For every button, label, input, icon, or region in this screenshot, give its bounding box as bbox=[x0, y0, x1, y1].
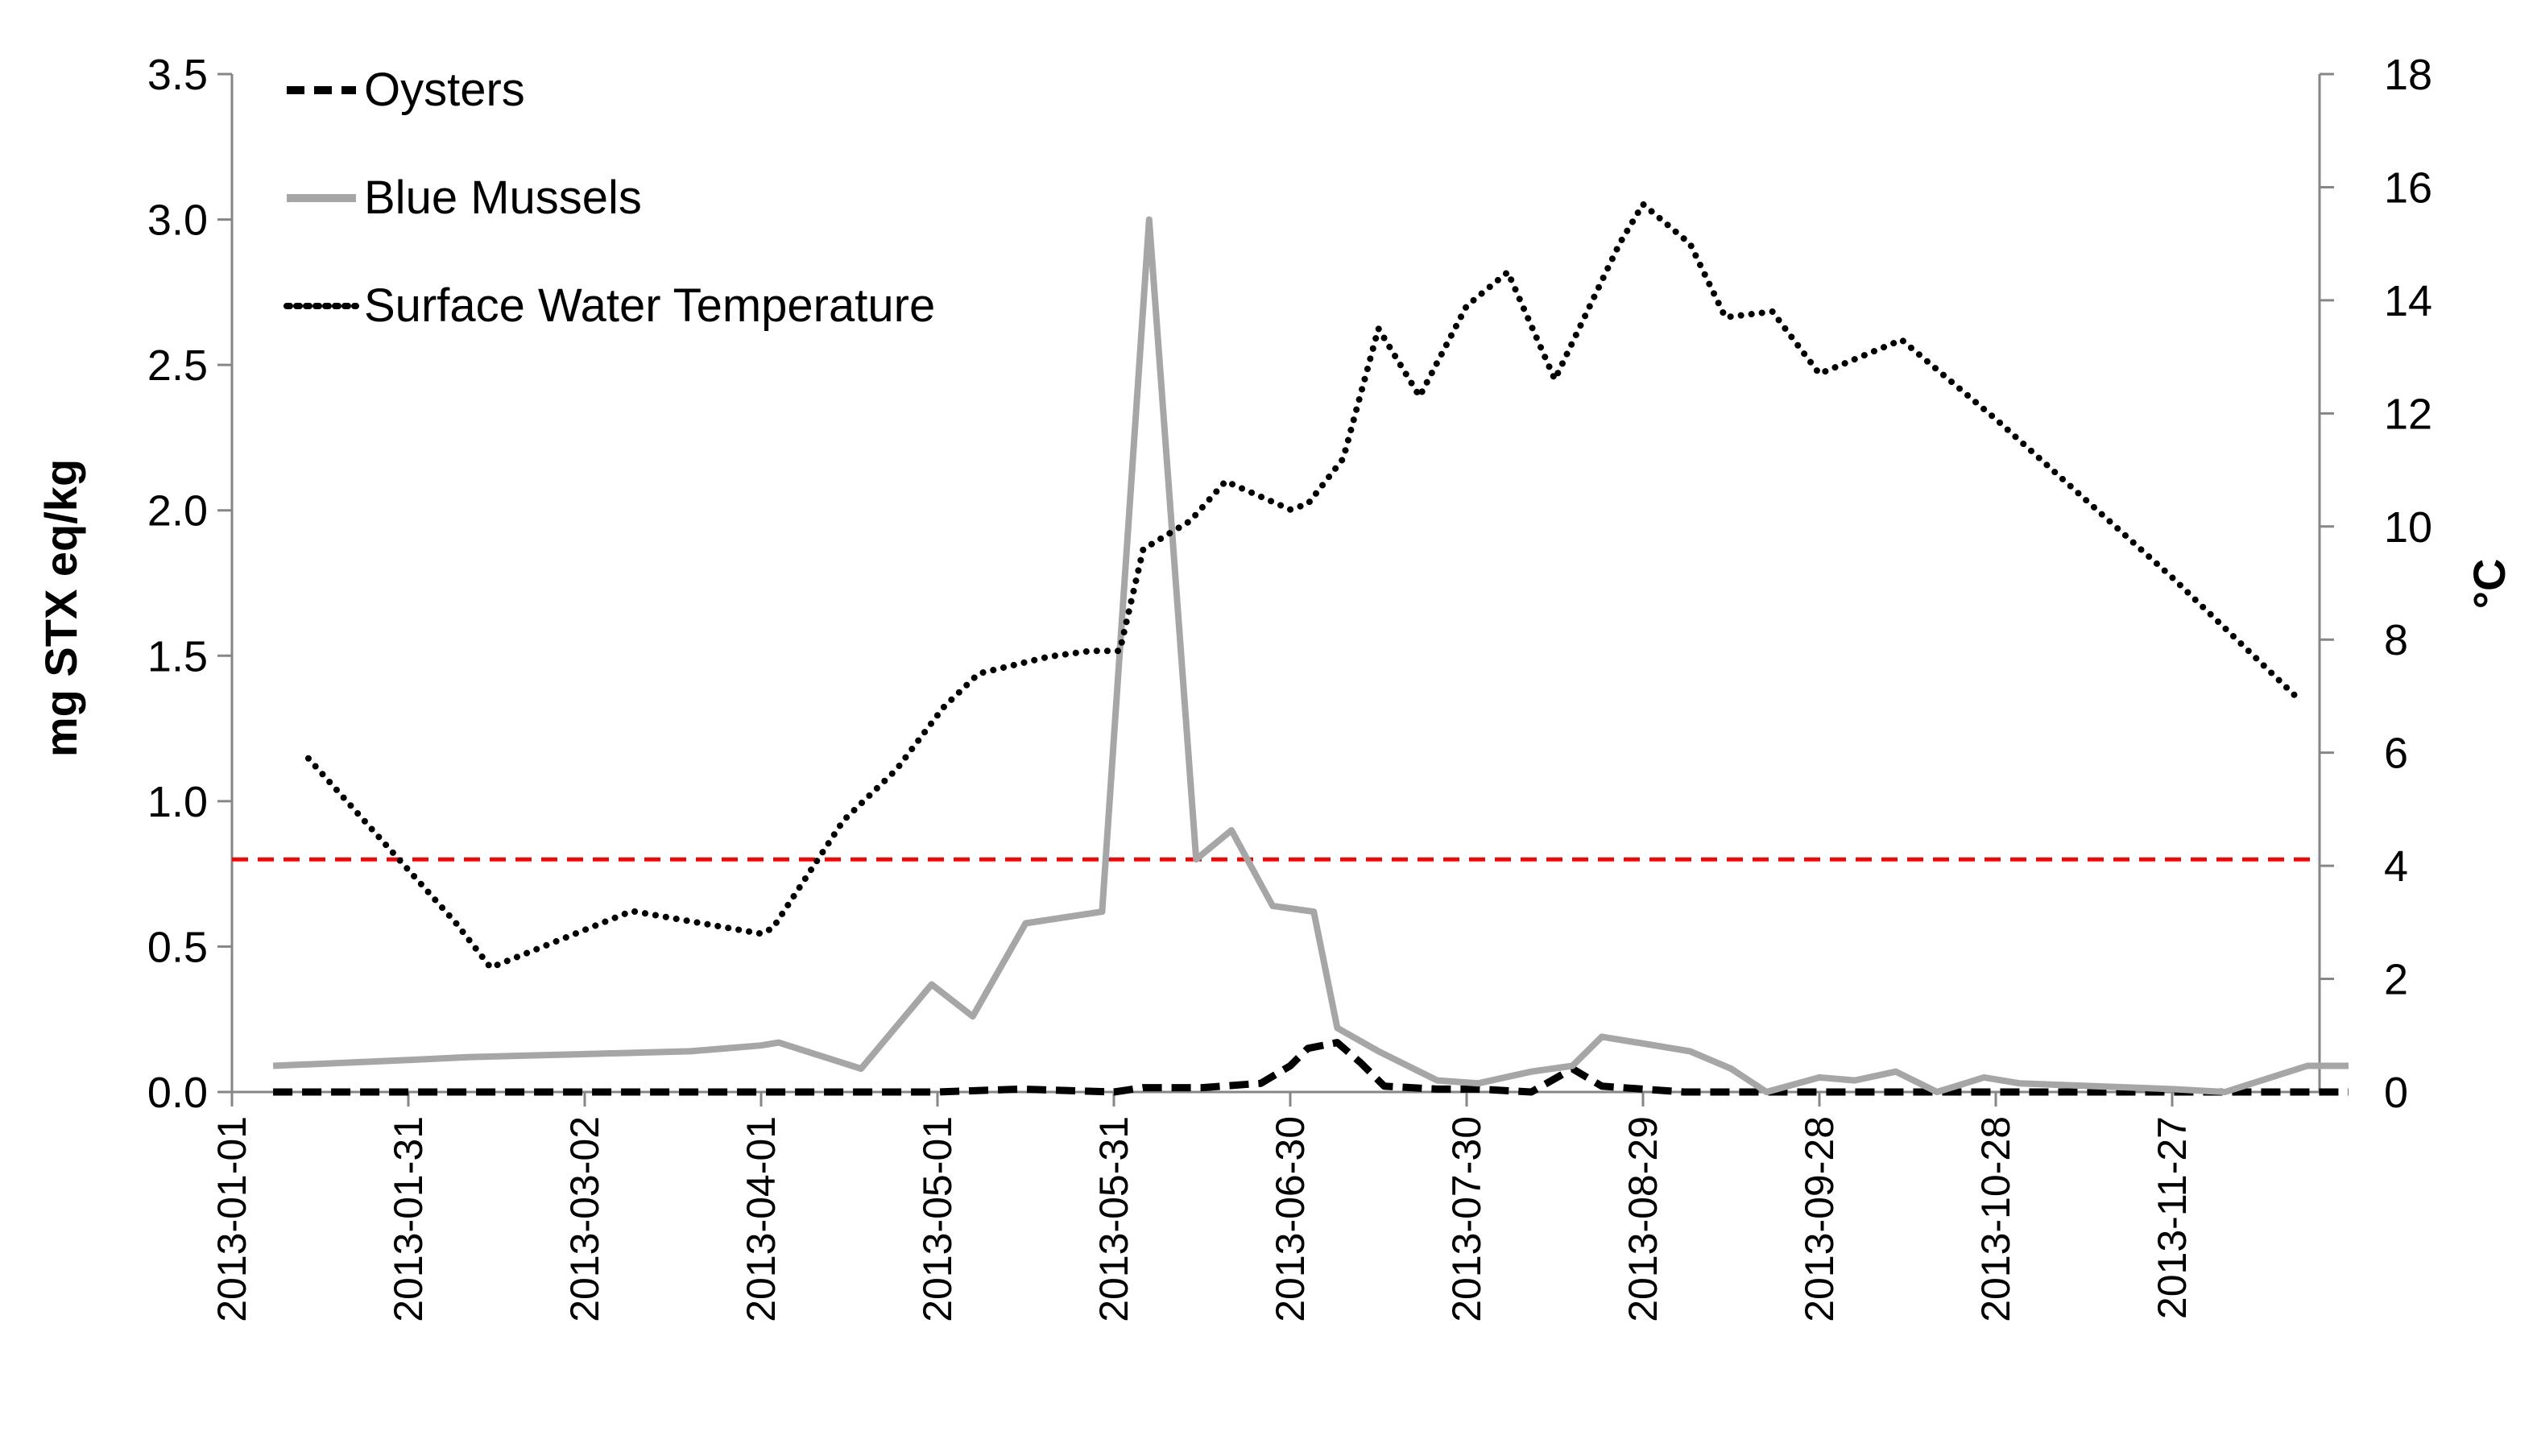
series-line-surface-water-temperature bbox=[304, 201, 2305, 971]
x-tick-label: 2013-08-29 bbox=[1620, 1116, 1666, 1322]
x-tick-label: 2013-05-31 bbox=[1091, 1116, 1136, 1322]
legend: Oysters Blue Mussels Surface Water Tempe… bbox=[283, 64, 935, 332]
y-left-tick-label: 3.5 bbox=[147, 51, 208, 99]
series-line-oysters bbox=[273, 1039, 2349, 1096]
series-line-blue-mussels bbox=[272, 216, 2349, 1095]
y-left-tick-label: 3.0 bbox=[147, 196, 208, 245]
legend-label-blue-mussels: Blue Mussels bbox=[364, 172, 642, 224]
x-tick-label: 2013-11-27 bbox=[2150, 1116, 2195, 1319]
y-left-tick-label: 2.0 bbox=[147, 487, 208, 536]
y-left-tick-label: 0.5 bbox=[147, 923, 208, 971]
x-tick-label: 2013-01-31 bbox=[386, 1116, 431, 1322]
y-left-tick-label: 1.5 bbox=[147, 632, 208, 680]
y-left-tick-label: 1.0 bbox=[147, 778, 208, 826]
y-right-tick-label: 6 bbox=[2384, 730, 2408, 778]
x-tick-label: 2013-09-28 bbox=[1797, 1116, 1842, 1322]
y-right-tick-label: 2 bbox=[2384, 956, 2408, 1004]
y-right-tick-label: 4 bbox=[2384, 842, 2408, 891]
series-lines bbox=[232, 201, 2349, 1096]
x-tick-label: 2013-07-30 bbox=[1444, 1116, 1489, 1322]
x-tick-label: 2013-04-01 bbox=[739, 1116, 784, 1322]
y-right-tick-label: 16 bbox=[2384, 163, 2432, 212]
legend-item-surface-water-temperature: Surface Water Temperature bbox=[283, 279, 935, 332]
x-tick-label: 2013-06-30 bbox=[1268, 1116, 1313, 1322]
y-axis-left-title: mg STX eq/kg bbox=[35, 459, 86, 757]
x-tick-label: 2013-10-28 bbox=[1973, 1116, 2018, 1322]
y-left-tick-label: 2.5 bbox=[147, 341, 208, 390]
y-right-tick-label: 8 bbox=[2384, 616, 2408, 664]
y-axis-right-title: °C bbox=[2464, 559, 2514, 610]
y-right-tick-label: 12 bbox=[2384, 390, 2432, 438]
y-left-tick-label: 0.0 bbox=[147, 1069, 208, 1117]
y-right-tick-label: 10 bbox=[2384, 503, 2432, 552]
legend-label-temperature: Surface Water Temperature bbox=[364, 279, 935, 332]
legend-item-oysters: Oysters bbox=[287, 64, 525, 116]
legend-label-oysters: Oysters bbox=[364, 64, 525, 116]
x-tick-label: 2013-05-01 bbox=[915, 1116, 960, 1322]
y-right-tick-label: 0 bbox=[2384, 1069, 2408, 1117]
y-right-tick-label: 14 bbox=[2384, 277, 2432, 325]
y-right-tick-label: 18 bbox=[2384, 51, 2432, 99]
legend-item-blue-mussels: Blue Mussels bbox=[287, 172, 642, 224]
axes: 0.0 0.5 1.0 1.5 2.0 2.5 3.0 3.5 0 2 4 6 8 10 12 14 16 18 2… bbox=[147, 51, 2432, 1322]
x-tick-label: 2013-01-01 bbox=[209, 1116, 255, 1322]
x-tick-label: 2013-03-02 bbox=[562, 1116, 607, 1322]
